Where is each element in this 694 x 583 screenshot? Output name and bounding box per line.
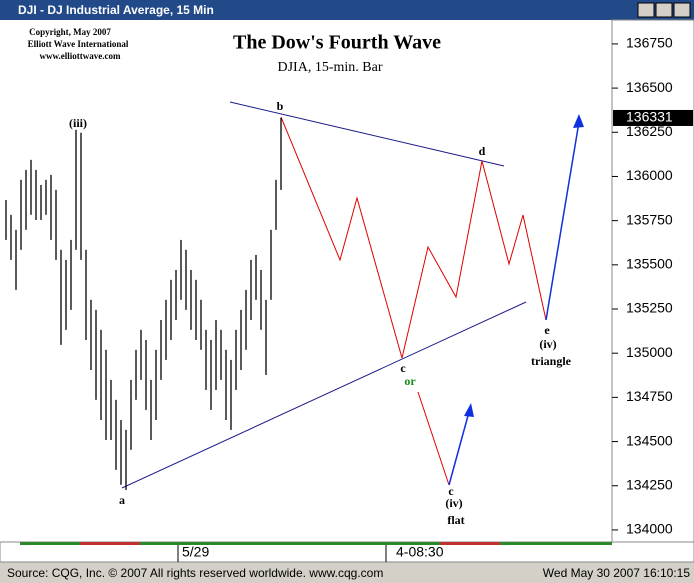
y-tick-label: 134000 [626,521,673,537]
session-strip-red [80,542,140,545]
wave-label: c [448,484,454,498]
window-title: DJI - DJ Industrial Average, 15 Min [18,3,214,17]
wave-label: c [400,361,406,375]
minimize-button[interactable] [637,2,655,18]
wave-label: (iii) [69,116,87,130]
price-axis [611,19,694,543]
session-strip [20,542,612,545]
plot-area [0,20,612,542]
last-price-box [613,109,693,126]
y-tick-label: 135250 [626,300,673,316]
flat-breakout [448,411,470,486]
triangle-breakout [545,121,580,321]
y-tick-label: 136750 [626,35,673,51]
copyright: Elliott Wave International [28,39,129,49]
wave-label: triangle [531,354,572,368]
arrow-head [573,114,584,128]
y-tick-label: 135750 [626,211,673,227]
triangle-path [280,116,547,359]
chart-subtitle: DJIA, 15-min. Bar [278,60,383,75]
wave-label: (iv) [539,337,556,351]
wave-label: e [544,323,550,337]
footer-source: Source: CQG, Inc. © 2007 All rights rese… [7,566,383,580]
x-tick-label: 4-08:30 [396,544,444,560]
copyright: Copyright, May 2007 [29,27,111,37]
wave-label: (iv) [445,496,462,510]
wave-label: a [119,493,125,507]
wave-label: flat [447,513,464,527]
close-button[interactable] [673,2,691,18]
wave-labels: (iii) a b c d e (iv) triangle or c (iv) … [69,99,572,527]
arrow-head [464,403,474,417]
y-tick-label: 136000 [626,167,673,183]
title-bar-gradient [0,0,694,20]
chart-title: The Dow's Fourth Wave [233,32,441,54]
upper-trendline [229,101,505,167]
flat-path [417,391,450,486]
y-tick-label: 134500 [626,432,673,448]
y-tick-label: 134750 [626,388,673,404]
last-price-label: 136331 [626,109,673,125]
x-tick-label: 5/29 [182,544,209,560]
session-strip-red [440,542,500,545]
footer-date: Wed May 30 2007 16:10:15 [543,566,691,580]
maximize-button[interactable] [655,2,673,18]
y-tick-label: 134250 [626,476,673,492]
wave-label: or [404,374,416,388]
copyright: www.elliottwave.com [40,51,121,61]
lower-trendline [121,301,527,489]
wave-label: d [479,144,486,158]
y-tick-label: 135500 [626,256,673,272]
y-tick-label: 135000 [626,344,673,360]
annotations [121,101,584,489]
y-tick-label: 136250 [626,123,673,139]
y-tick-label: 136500 [626,79,673,95]
wave-label: b [277,99,284,113]
